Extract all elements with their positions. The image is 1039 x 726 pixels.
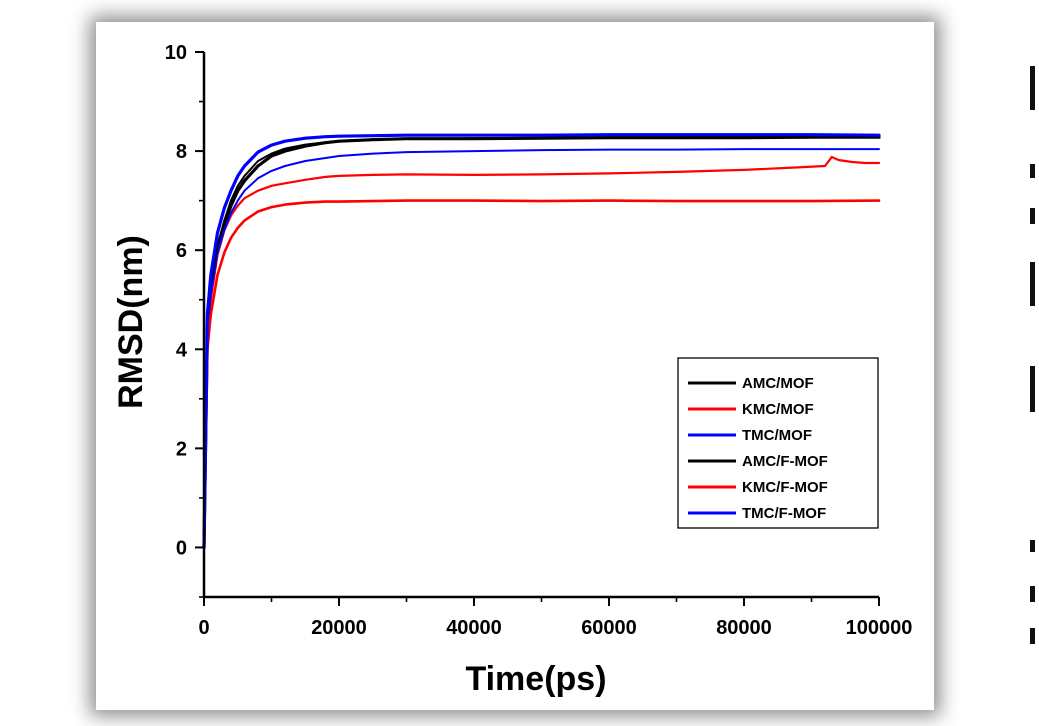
- legend-label-amc-f-mof: AMC/F-MOF: [742, 453, 828, 470]
- legend-label-tmc-mof: TMC/MOF: [742, 427, 812, 444]
- series-layer: [202, 133, 881, 550]
- edge-mark: [1030, 540, 1035, 552]
- legend-label-kmc-mof: KMC/MOF: [742, 401, 814, 418]
- y-axis-title: RMSD(nm): [112, 235, 150, 409]
- legend-frame: [677, 357, 879, 529]
- edge-mark: [1030, 208, 1035, 224]
- series-line-tmc-mof: [203, 148, 880, 549]
- series-line-tmc-f-mof: [202, 133, 881, 550]
- series-line-kmc-f-mof: [202, 199, 881, 549]
- y-tick-label: 4: [176, 339, 188, 361]
- legend-label-amc-mof: AMC/MOF: [742, 375, 814, 392]
- x-tick-label: 40000: [446, 617, 502, 639]
- y-tick-label: 2: [176, 438, 187, 460]
- y-tick-label: 8: [176, 141, 187, 163]
- series-line-amc-f-mof: [203, 135, 880, 549]
- legend-label-tmc-f-mof: TMC/F-MOF: [742, 505, 826, 522]
- edge-mark: [1030, 366, 1035, 412]
- x-tick-label: 100000: [846, 617, 913, 639]
- x-tick-label: 60000: [581, 617, 637, 639]
- edge-mark: [1030, 628, 1035, 644]
- legend: AMC/MOF KMC/MOF TMC/MOF AMC/F-MOF KMC/F-MOF T…: [677, 357, 879, 529]
- y-tick-label: 10: [165, 42, 187, 64]
- edge-mark: [1030, 262, 1035, 306]
- edge-mark: [1030, 66, 1035, 110]
- figure-card: 0 20000 40000 60000 80000 100000 0 2 4 6 8 10 Time(…: [96, 22, 934, 710]
- y-tick-label: 6: [176, 240, 187, 262]
- x-tick-label: 20000: [311, 617, 367, 639]
- cropped-edge-marks: [1030, 66, 1038, 646]
- x-axis-title: Time(ps): [465, 660, 606, 698]
- legend-label-kmc-f-mof: KMC/F-MOF: [742, 479, 828, 496]
- rmsd-line-chart: 0 20000 40000 60000 80000 100000 0 2 4 6 8 10 Time(…: [112, 42, 913, 698]
- edge-mark: [1030, 164, 1035, 178]
- y-tick-label: 0: [176, 537, 187, 559]
- x-tick-label: 80000: [716, 617, 772, 639]
- x-tick-label: 0: [198, 617, 209, 639]
- edge-mark: [1030, 586, 1035, 602]
- axes-layer: 0 20000 40000 60000 80000 100000 0 2 4 6 8 10: [165, 42, 913, 639]
